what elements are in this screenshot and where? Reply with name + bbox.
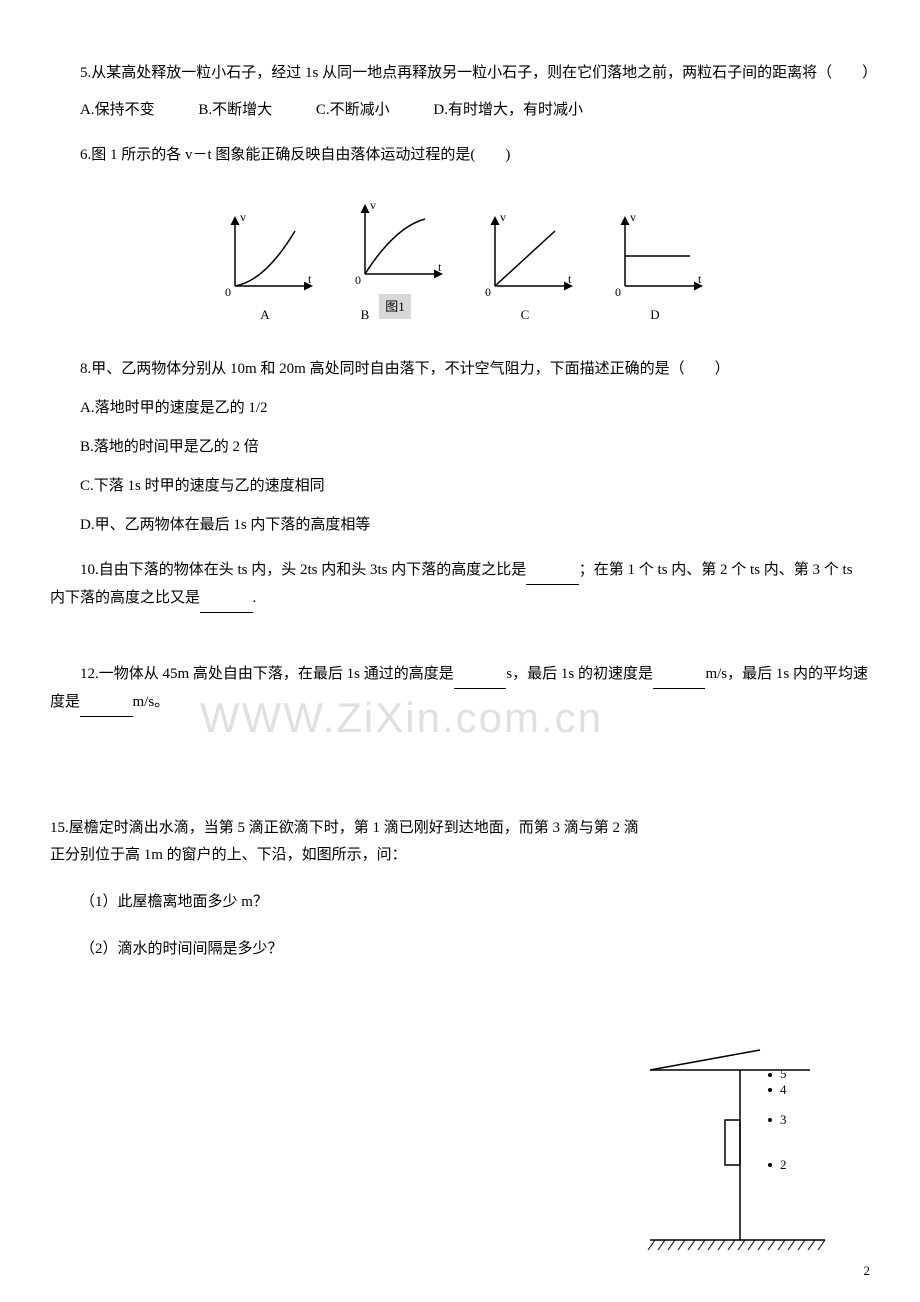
blank <box>454 661 507 689</box>
q10-c: . <box>253 590 257 606</box>
blank <box>80 689 133 717</box>
graph-a-svg: v t 0 <box>210 211 320 301</box>
question-8: 8.甲、乙两物体分别从 10m 和 20m 高处同时自由落下，不计空气阻力，下面… <box>50 356 870 539</box>
q10-a: 10.自由下落的物体在头 ts 内，头 2ts 内和头 3ts 内下落的高度之比… <box>80 562 526 578</box>
svg-text:t: t <box>438 260 442 274</box>
question-6: 6.图 1 所示的各 v－t 图象能正确反映自由落体运动过程的是( ) <box>50 142 870 169</box>
q12-b: s，最后 1s 的初速度是 <box>506 666 653 682</box>
graph-b-label: B <box>361 303 370 326</box>
graph-a: v t 0 A <box>210 211 320 326</box>
graphs-row: v t 0 A v t 0 <box>50 199 870 326</box>
drop-4-label: 4 <box>780 1082 787 1097</box>
q8-text: 8.甲、乙两物体分别从 10m 和 20m 高处同时自由落下，不计空气阻力，下面… <box>80 361 730 377</box>
svg-text:0: 0 <box>485 285 491 299</box>
page-number: 2 <box>864 1259 871 1282</box>
q8-opt-a: A.落地时甲的速度是乙的 1/2 <box>50 395 870 422</box>
question-5: 5.从某高处释放一粒小石子，经过 1s 从同一地点再释放另一粒小石子，则在它们落… <box>50 60 870 124</box>
blank <box>200 585 253 613</box>
graph-a-label: A <box>260 303 269 326</box>
q8-opt-b: B.落地的时间甲是乙的 2 倍 <box>50 434 870 461</box>
q5-opt-a: A.保持不变 <box>80 102 155 118</box>
svg-text:t: t <box>568 272 572 286</box>
origin-label: 0 <box>225 285 231 299</box>
q15-sub2: （2）滴水的时间间隔是多少？ <box>50 936 650 963</box>
svg-text:0: 0 <box>355 273 361 287</box>
question-10: 10.自由下落的物体在头 ts 内，头 2ts 内和头 3ts 内下落的高度之比… <box>50 557 870 613</box>
q12-d: m/s。 <box>133 694 170 710</box>
graph-b: v t 0 图1 B <box>340 199 450 326</box>
graph-d: v t 0 D <box>600 211 710 326</box>
q15-sub1: （1）此屋檐离地面多少 m？ <box>50 889 650 916</box>
q5-opt-c: C.不断减小 <box>316 102 390 118</box>
svg-text:t: t <box>698 272 702 286</box>
blank <box>653 661 706 689</box>
q5-options: A.保持不变 B.不断增大 C.不断减小 D.有时增大，有时减小 <box>50 97 870 124</box>
svg-text:0: 0 <box>615 285 621 299</box>
q5-text: 5.从某高处释放一粒小石子，经过 1s 从同一地点再释放另一粒小石子，则在它们落… <box>80 65 877 81</box>
q5-opt-b: B.不断增大 <box>198 102 272 118</box>
graph-d-label: D <box>650 303 659 326</box>
q15-text: 15.屋檐定时滴出水滴，当第 5 滴正欲滴下时，第 1 滴已刚好到达地面，而第 … <box>50 820 639 863</box>
question-12: 12.一物体从 45m 高处自由下落，在最后 1s 通过的高度是 s，最后 1s… <box>50 661 870 717</box>
svg-text:v: v <box>630 211 636 224</box>
graph-b-svg: v t 0 <box>340 199 450 289</box>
axis-v-label: v <box>240 211 246 224</box>
q8-opt-d: D.甲、乙两物体在最后 1s 内下落的高度相等 <box>50 512 870 539</box>
graph-c-label: C <box>521 303 530 326</box>
drop-5-label: 5 <box>780 1066 787 1081</box>
svg-text:v: v <box>500 211 506 224</box>
q6-text: 6.图 1 所示的各 v－t 图象能正确反映自由落体运动过程的是( ) <box>80 147 510 163</box>
axis-t-label: t <box>308 272 312 286</box>
drop-2-label: 2 <box>780 1157 787 1172</box>
q5-opt-d: D.有时增大，有时减小 <box>433 102 583 118</box>
figure-caption: 图1 <box>379 294 411 319</box>
q12-a: 12.一物体从 45m 高处自由下落，在最后 1s 通过的高度是 <box>80 666 454 682</box>
drop-3-label: 3 <box>780 1112 787 1127</box>
svg-text:v: v <box>370 199 376 212</box>
question-15: 15.屋檐定时滴出水滴，当第 5 滴正欲滴下时，第 1 滴已刚好到达地面，而第 … <box>50 815 650 963</box>
graph-c-svg: v t 0 <box>470 211 580 301</box>
graph-d-svg: v t 0 <box>600 211 710 301</box>
graph-c: v t 0 C <box>470 211 580 326</box>
house-diagram: 5 4 3 2 <box>630 1040 830 1270</box>
q8-opt-c: C.下落 1s 时甲的速度与乙的速度相同 <box>50 473 870 500</box>
blank <box>526 557 579 585</box>
